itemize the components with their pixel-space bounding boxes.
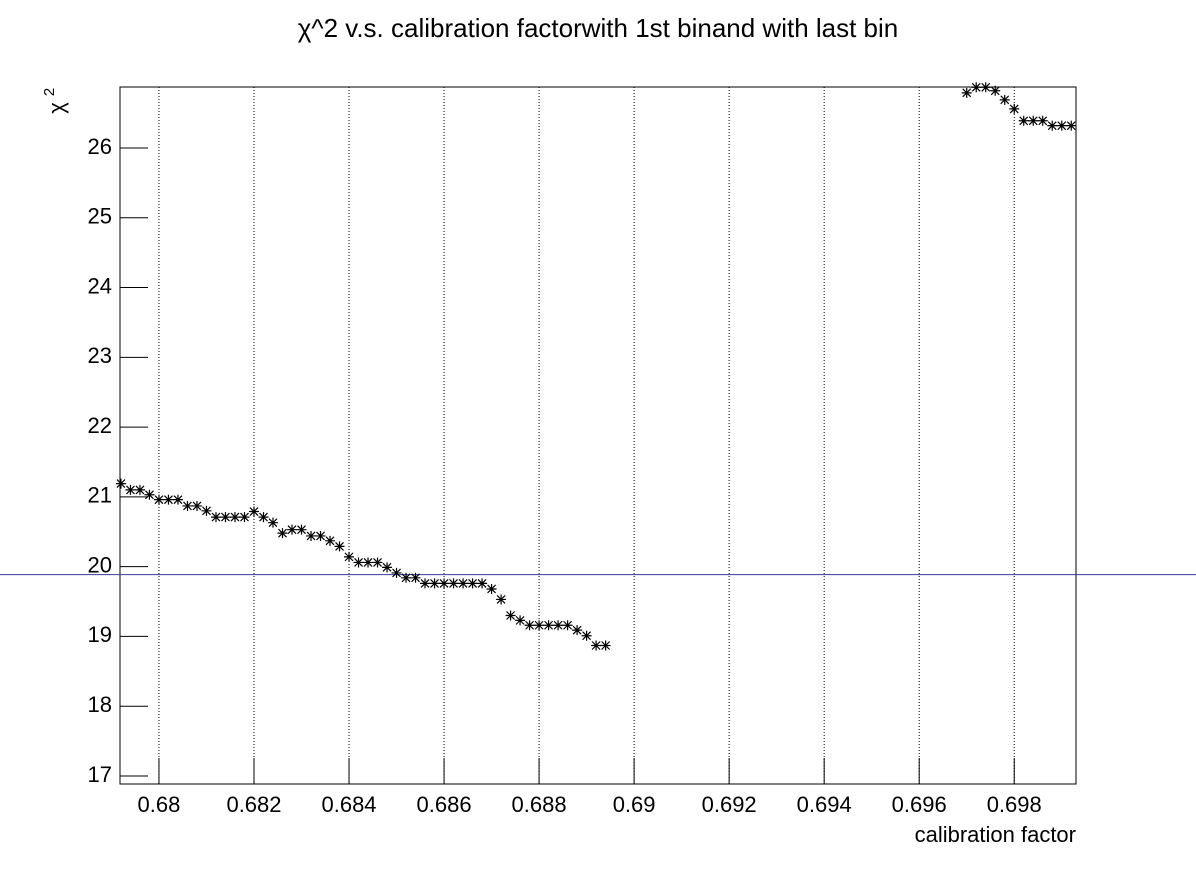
y-tick-label: 26 xyxy=(88,134,112,159)
point xyxy=(420,578,431,589)
point xyxy=(1028,115,1039,126)
point xyxy=(144,489,155,500)
point xyxy=(477,578,488,589)
point xyxy=(971,82,982,93)
point xyxy=(1009,103,1020,114)
plot-frame xyxy=(119,86,1077,785)
point xyxy=(296,524,307,535)
point xyxy=(210,512,221,523)
point xyxy=(182,500,193,511)
point xyxy=(277,528,288,539)
y-axis-label: χ 2 xyxy=(41,88,69,114)
point xyxy=(486,583,497,594)
x-axis-label: calibration factor xyxy=(915,822,1076,847)
point xyxy=(1066,120,1077,131)
x-tick-label: 0.698 xyxy=(987,792,1042,817)
point xyxy=(258,512,269,523)
point xyxy=(239,512,250,523)
point xyxy=(134,484,145,495)
point xyxy=(496,594,507,605)
x-tick-label: 0.694 xyxy=(797,792,852,817)
point xyxy=(591,640,602,651)
point xyxy=(353,557,364,568)
point xyxy=(334,541,345,552)
point xyxy=(410,572,421,583)
point xyxy=(961,87,972,98)
y-tick-label: 18 xyxy=(88,692,112,717)
point xyxy=(1018,115,1029,126)
x-tick-label: 0.682 xyxy=(226,792,281,817)
y-tick-label: 23 xyxy=(88,343,112,368)
point xyxy=(439,578,450,589)
y-tick-label: 17 xyxy=(88,762,112,787)
point xyxy=(315,530,326,541)
point xyxy=(248,506,259,517)
x-tick-label: 0.68 xyxy=(138,792,181,817)
point xyxy=(505,610,516,621)
x-tick-label: 0.696 xyxy=(892,792,947,817)
point xyxy=(115,478,126,489)
x-tick-label: 0.684 xyxy=(321,792,376,817)
point xyxy=(344,551,355,562)
point xyxy=(999,94,1010,105)
point xyxy=(163,494,174,505)
point xyxy=(467,578,478,589)
point xyxy=(572,625,583,636)
y-tick-label: 22 xyxy=(88,413,112,438)
point xyxy=(201,505,212,516)
point xyxy=(382,562,393,573)
point xyxy=(153,494,164,505)
point xyxy=(125,484,136,495)
point xyxy=(267,517,278,528)
point xyxy=(1037,115,1048,126)
point xyxy=(980,82,991,93)
x-tick-label: 0.69 xyxy=(613,792,656,817)
point xyxy=(1056,120,1067,131)
point xyxy=(458,578,469,589)
chart-title: χ^2 v.s. calibration factorwith 1st bina… xyxy=(298,13,899,43)
point xyxy=(191,500,202,511)
point xyxy=(325,535,336,546)
y-tick-label: 19 xyxy=(88,622,112,647)
point xyxy=(401,572,412,583)
point xyxy=(429,578,440,589)
point xyxy=(229,512,240,523)
point xyxy=(287,524,298,535)
point xyxy=(600,640,611,651)
point xyxy=(515,615,526,626)
point xyxy=(372,557,383,568)
point xyxy=(534,620,545,631)
y-axis-label-text: χ xyxy=(44,102,69,114)
point xyxy=(448,578,459,589)
x-tick-label: 0.686 xyxy=(417,792,472,817)
y-tick-label: 20 xyxy=(88,552,112,577)
y-tick-label: 24 xyxy=(88,273,112,298)
y-axis-label-sup: 2 xyxy=(41,88,58,96)
point xyxy=(306,530,317,541)
point xyxy=(543,620,554,631)
y-tick-label: 21 xyxy=(88,483,112,508)
point xyxy=(553,620,564,631)
y-tick-label: 25 xyxy=(88,204,112,229)
point xyxy=(363,557,374,568)
point xyxy=(220,512,231,523)
point xyxy=(391,567,402,578)
point xyxy=(172,494,183,505)
point xyxy=(562,620,573,631)
point xyxy=(990,85,1001,96)
point xyxy=(581,630,592,641)
point xyxy=(524,620,535,631)
x-tick-label: 0.692 xyxy=(702,792,757,817)
point xyxy=(1047,120,1058,131)
x-tick-label: 0.688 xyxy=(512,792,567,817)
